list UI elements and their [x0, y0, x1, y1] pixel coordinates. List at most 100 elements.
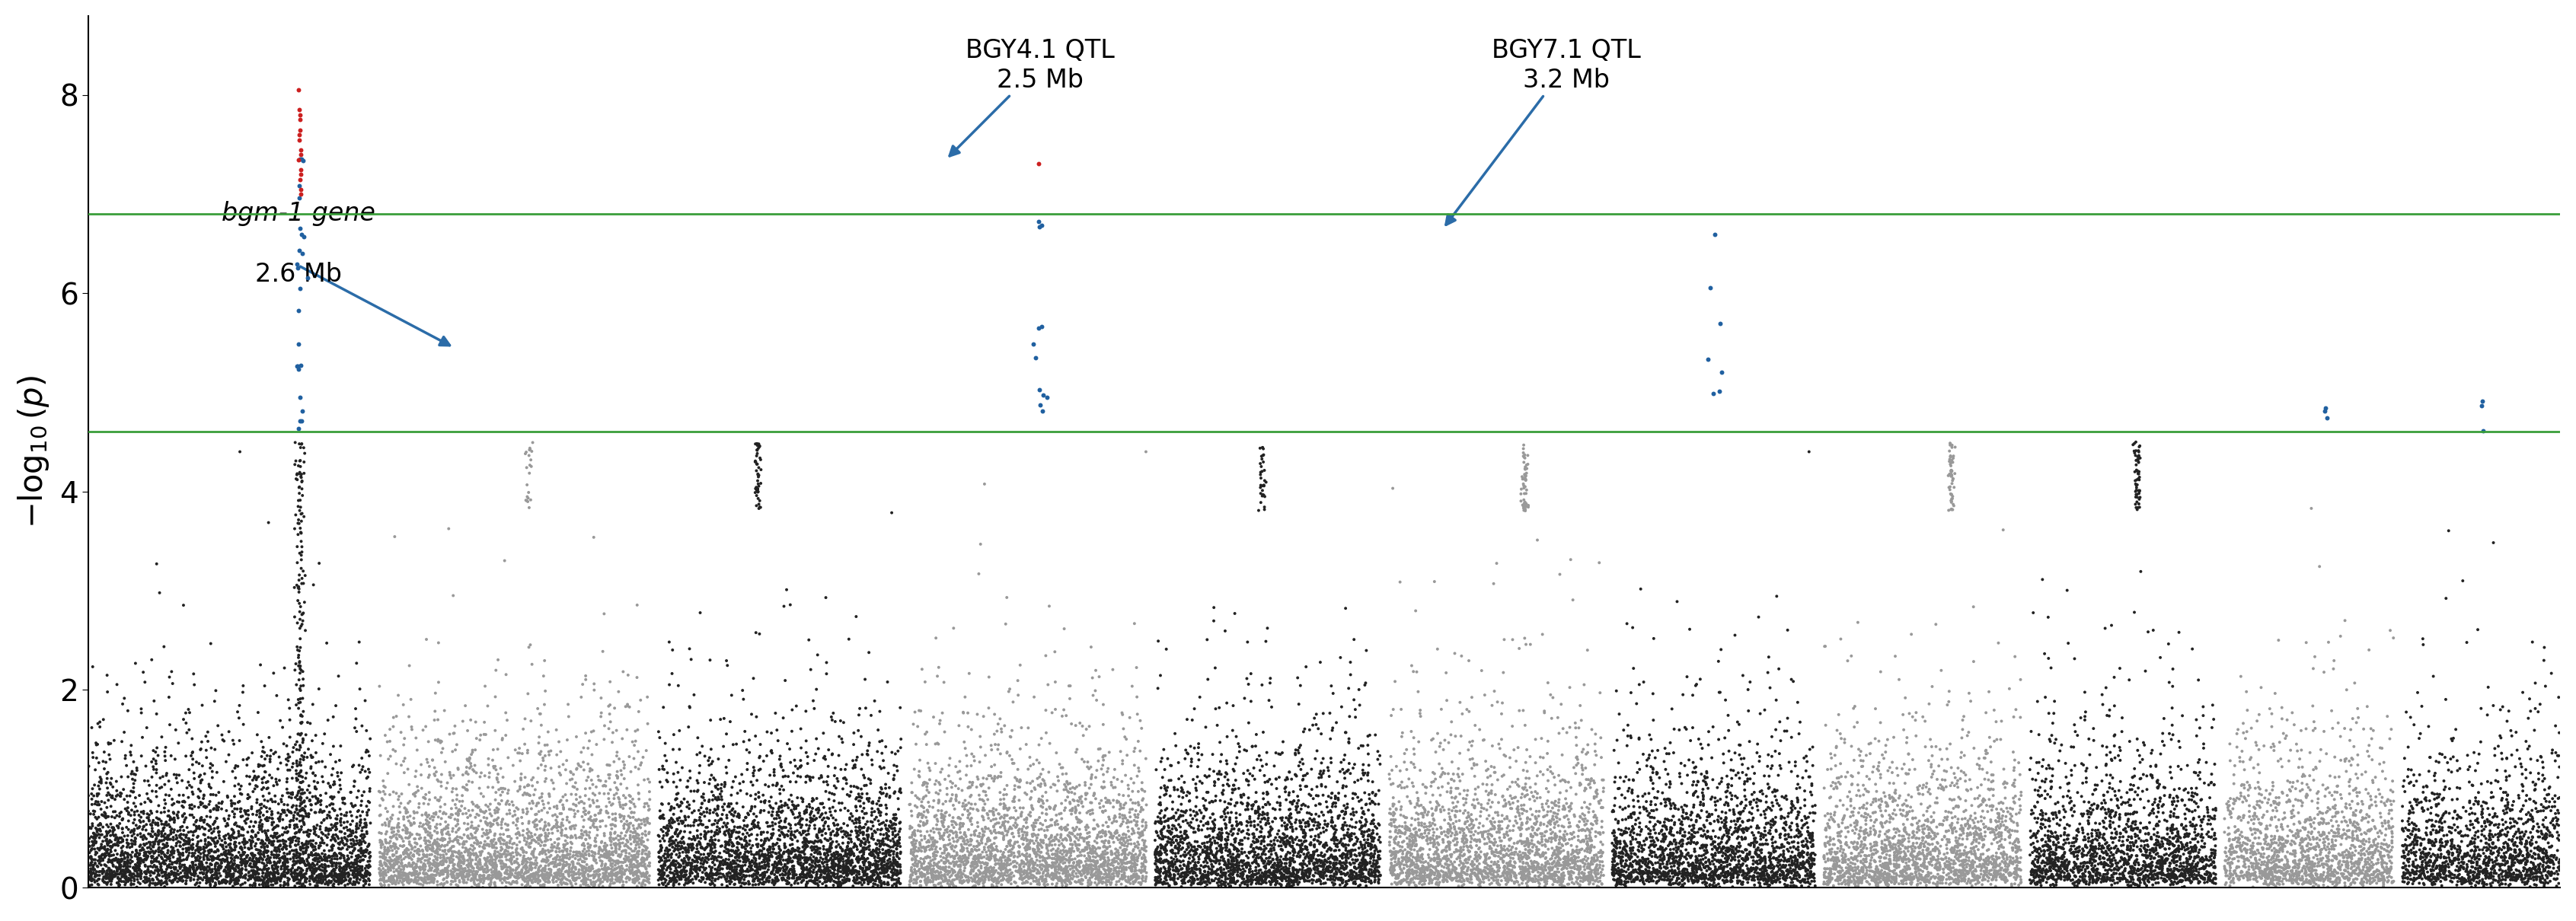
Point: [330, 859, 371, 874]
Point: [827, 849, 868, 864]
Point: [2403, 878, 2445, 892]
Point: [242, 740, 283, 754]
Point: [1213, 799, 1255, 813]
Point: [1162, 829, 1203, 844]
Point: [500, 782, 541, 797]
Point: [1473, 577, 1515, 591]
Point: [520, 833, 562, 847]
Point: [270, 790, 312, 805]
Point: [680, 807, 721, 822]
Point: [1265, 831, 1306, 845]
Point: [2092, 803, 2133, 818]
Point: [1909, 821, 1950, 835]
Point: [765, 877, 806, 892]
Point: [85, 809, 126, 823]
Point: [90, 771, 131, 786]
Point: [984, 866, 1025, 880]
Point: [1417, 869, 1458, 884]
Point: [1154, 780, 1195, 795]
Point: [2383, 851, 2424, 866]
Point: [2259, 853, 2300, 868]
Point: [1200, 793, 1242, 808]
Point: [1309, 851, 1350, 866]
Point: [835, 812, 876, 827]
Point: [1309, 859, 1350, 874]
Point: [1231, 837, 1273, 852]
Point: [1558, 879, 1600, 893]
Point: [2218, 722, 2259, 737]
Point: [222, 870, 263, 885]
Point: [309, 747, 350, 762]
Point: [1662, 814, 1703, 829]
Point: [1641, 872, 1682, 887]
Point: [654, 857, 696, 872]
Point: [698, 782, 739, 797]
Point: [1899, 845, 1940, 860]
Point: [1244, 478, 1285, 493]
Point: [987, 787, 1028, 802]
Point: [1105, 850, 1146, 865]
Point: [2421, 846, 2463, 861]
Point: [2447, 867, 2488, 881]
Point: [142, 729, 183, 744]
Point: [1852, 805, 1893, 820]
Point: [1221, 833, 1262, 847]
Point: [1347, 822, 1388, 837]
Point: [2439, 871, 2481, 886]
Point: [848, 822, 889, 836]
Point: [842, 787, 884, 801]
Point: [1401, 798, 1443, 812]
Point: [2120, 450, 2161, 465]
Point: [1520, 872, 1561, 887]
Point: [2205, 863, 2246, 878]
Point: [801, 823, 842, 838]
Point: [1824, 851, 1865, 866]
Point: [2012, 864, 2053, 879]
Point: [111, 829, 152, 844]
Point: [796, 860, 837, 875]
Point: [652, 829, 693, 844]
Point: [2136, 843, 2177, 857]
Point: [1929, 463, 1971, 478]
Point: [93, 822, 134, 837]
Point: [80, 802, 121, 817]
Point: [1525, 877, 1566, 892]
Point: [1162, 867, 1203, 881]
Point: [1412, 733, 1453, 748]
Point: [817, 845, 858, 859]
Point: [2352, 871, 2393, 886]
Point: [760, 758, 801, 773]
Point: [909, 873, 951, 888]
Point: [1381, 873, 1422, 888]
Point: [971, 879, 1012, 893]
Point: [1919, 876, 1960, 891]
Point: [2151, 831, 2192, 845]
Point: [1126, 866, 1167, 880]
Point: [507, 485, 549, 500]
Point: [2403, 864, 2445, 879]
Point: [2053, 835, 2094, 850]
Point: [876, 857, 917, 872]
Point: [1113, 758, 1154, 773]
Point: [590, 831, 631, 845]
Point: [1682, 818, 1723, 833]
Point: [1726, 843, 1767, 857]
Point: [108, 853, 149, 868]
Point: [386, 875, 428, 890]
Point: [574, 864, 616, 879]
Point: [1955, 834, 1996, 849]
Point: [2125, 871, 2166, 886]
Point: [144, 797, 185, 811]
Point: [762, 769, 804, 784]
Point: [1105, 815, 1146, 830]
Point: [1193, 807, 1234, 822]
Point: [1157, 829, 1198, 844]
Point: [1484, 859, 1525, 874]
Point: [319, 867, 361, 881]
Point: [72, 871, 113, 886]
Point: [1239, 456, 1280, 471]
Point: [961, 866, 1002, 880]
Point: [1808, 843, 1850, 857]
Point: [1739, 821, 1780, 835]
Point: [348, 795, 389, 810]
